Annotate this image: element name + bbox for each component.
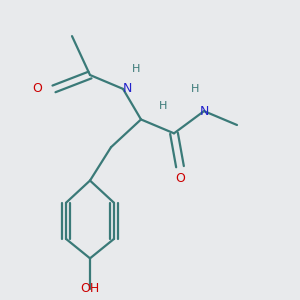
- Text: H: H: [159, 100, 167, 111]
- Text: N: N: [123, 82, 132, 95]
- Text: H: H: [132, 64, 140, 74]
- Text: H: H: [191, 84, 199, 94]
- Text: N: N: [199, 105, 209, 118]
- Text: OH: OH: [80, 282, 100, 296]
- Text: O: O: [32, 82, 42, 95]
- Text: O: O: [175, 172, 185, 185]
